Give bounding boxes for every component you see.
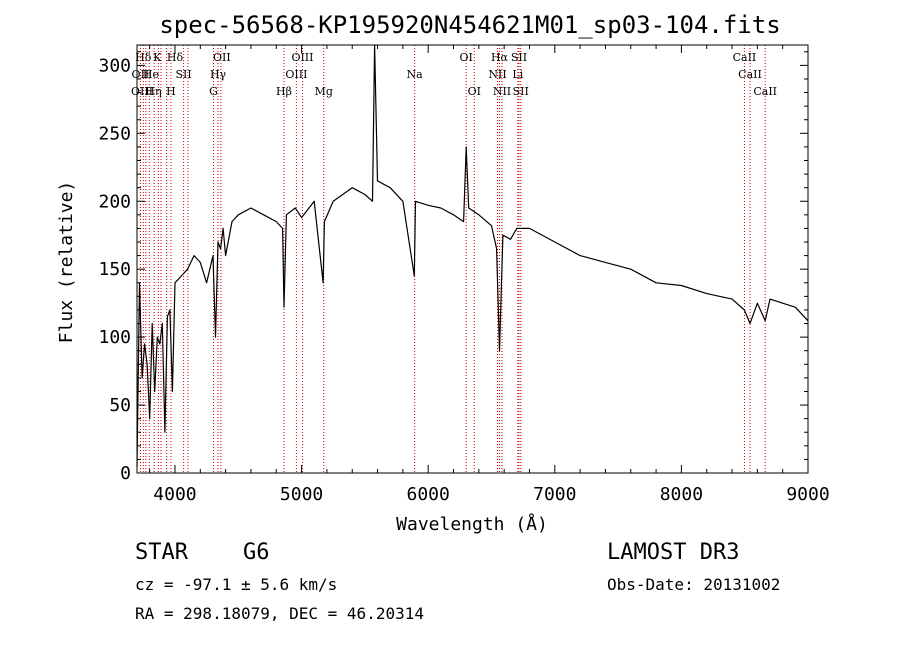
- y-tick-label: 50: [109, 395, 131, 416]
- chart-title: spec-56568-KP195920N454621M01_sp03-104.f…: [159, 11, 780, 39]
- object-type: STAR: [135, 540, 188, 565]
- spectral-line-markers: [139, 45, 766, 473]
- spectral-line-label: OI: [459, 51, 472, 64]
- spectral-line-label: OII: [132, 68, 150, 81]
- y-tick-label: 150: [98, 259, 131, 280]
- x-axis-label: Wavelength (Å): [396, 513, 548, 535]
- spectral-line-label: SII: [513, 85, 529, 98]
- y-axis-ticks: 0 50 100 150 200 250 300: [98, 51, 808, 484]
- x-tick-label: 6000: [407, 484, 450, 505]
- spectral-line-label: K: [153, 51, 162, 64]
- x-tick-label: 7000: [533, 484, 576, 505]
- x-tick-label: 8000: [660, 484, 703, 505]
- coordinates: RA = 298.18079, DEC = 46.20314: [135, 604, 424, 623]
- spectral-line-label: CaII: [738, 68, 762, 81]
- spectral-line-label: Hδ: [167, 51, 184, 64]
- redshift-velocity: cz = -97.1 ± 5.6 km/s: [135, 575, 338, 594]
- flux-line: [136, 44, 809, 467]
- spectral-line-label: OIII: [291, 51, 313, 64]
- spectral-line-label: NII: [493, 85, 511, 98]
- observation-date: Obs-Date: 20131002: [607, 575, 781, 594]
- spectral-line-label: Hα: [491, 51, 509, 64]
- spectral-line-label: Hδ: [135, 51, 152, 64]
- spectral-line-label: Li: [512, 68, 523, 81]
- spectral-line-label: Hβ: [276, 85, 292, 98]
- spectral-line-label: G: [209, 85, 218, 98]
- y-tick-label: 0: [120, 463, 131, 484]
- y-tick-label: 100: [98, 327, 131, 348]
- spectral-line-label: Mg: [315, 85, 333, 98]
- spectral-line-label: Hη: [145, 85, 161, 98]
- spectral-line-label: OIII: [285, 68, 307, 81]
- spectral-line-label: OII: [213, 51, 231, 64]
- y-axis-label: Flux (relative): [56, 181, 77, 344]
- spectral-subclass: G6: [243, 540, 270, 565]
- y-tick-label: 200: [98, 191, 131, 212]
- x-tick-label: 5000: [280, 484, 323, 505]
- x-tick-label: 4000: [153, 484, 196, 505]
- plot-frame: [136, 44, 809, 474]
- y-tick-label: 250: [98, 123, 131, 144]
- spectral-line-label: Hγ: [210, 68, 227, 81]
- spectral-line-label: Na: [407, 68, 424, 81]
- spectral-line-label: NII: [488, 68, 506, 81]
- spectral-line-label: SII: [511, 51, 527, 64]
- spectral-line-label: SII: [175, 68, 191, 81]
- spectrum-series: [136, 44, 809, 467]
- spectral-line-label: H: [166, 85, 176, 98]
- spectral-line-label: CaII: [733, 51, 757, 64]
- survey-name: LAMOST DR3: [607, 540, 740, 565]
- spectral-line-label: CaII: [753, 85, 777, 98]
- x-axis-ticks: 4000 5000 6000 7000 8000 9000: [149, 45, 830, 505]
- spectral-line-label: OI: [468, 85, 481, 98]
- y-tick-label: 300: [98, 55, 131, 76]
- spectral-line-label: He: [143, 68, 159, 81]
- x-tick-label: 9000: [786, 484, 829, 505]
